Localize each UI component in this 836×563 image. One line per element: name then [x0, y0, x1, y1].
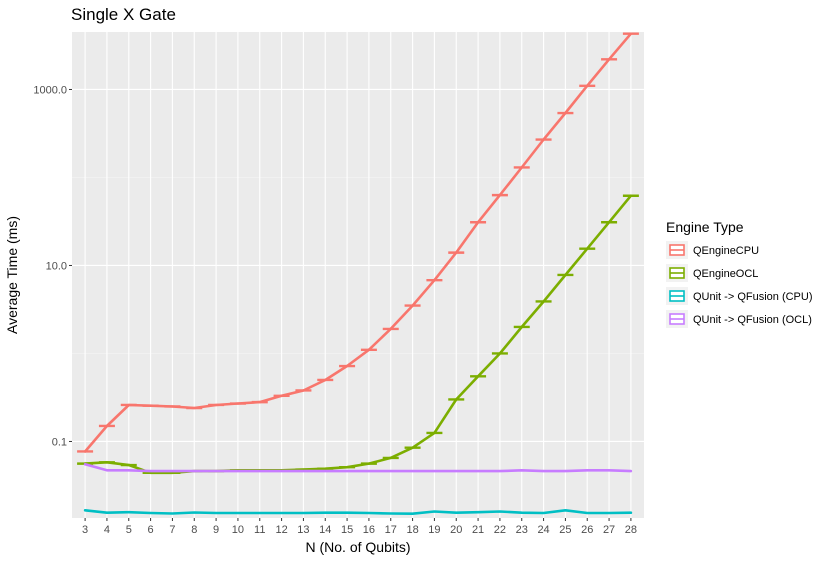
series-2 — [83, 508, 633, 516]
y-tick-label: 10.0 — [46, 260, 67, 272]
series-3 — [83, 462, 633, 473]
x-tick-label: 11 — [254, 524, 265, 536]
x-tick-label: 4 — [104, 524, 110, 536]
series-0 — [77, 32, 639, 453]
legend-label: QEngineOCL — [693, 268, 758, 280]
legend-label: QEngineCPU — [693, 245, 759, 257]
y-axis-title: Average Time (ms) — [4, 216, 20, 334]
x-tick-label: 17 — [385, 524, 397, 536]
x-tick-label: 27 — [603, 524, 615, 536]
y-tick-label: 0.1 — [52, 436, 67, 448]
x-tick-label: 8 — [191, 524, 197, 536]
x-tick-label: 9 — [213, 524, 219, 536]
x-tick-label: 3 — [82, 524, 88, 536]
x-tick-label: 13 — [297, 524, 309, 536]
legend-item: QUnit -> QFusion (OCL) — [666, 310, 812, 328]
x-tick-label: 7 — [169, 524, 175, 536]
x-axis: 3 4 5 6 7 8 9 10 11 12 13 14 15 16 17 18 19 20 21 22 23 24 25 2… — [82, 518, 637, 536]
x-tick-label: 16 — [363, 524, 375, 536]
grid-major — [72, 32, 644, 518]
series-layer — [77, 32, 639, 516]
legend-item: QEngineOCL — [666, 264, 758, 282]
legend: Engine Type QEngineCPU QEngineOCL QUnit ->… — [666, 219, 813, 328]
x-tick-label: 14 — [319, 524, 331, 536]
y-tick-label: 1000.0 — [33, 84, 67, 96]
legend-item: QUnit -> QFusion (CPU) — [666, 287, 813, 305]
x-tick-label: 26 — [581, 524, 593, 536]
x-tick-label: 18 — [406, 524, 418, 536]
x-tick-label: 20 — [450, 524, 462, 536]
x-tick-label: 22 — [494, 524, 506, 536]
x-axis-title: N (No. of Qubits) — [305, 539, 410, 555]
series-line — [83, 462, 633, 473]
plot-panel — [72, 32, 644, 518]
legend-item: QEngineCPU — [666, 241, 759, 259]
x-tick-label: 24 — [537, 524, 549, 536]
legend-label: QUnit -> QFusion (CPU) — [693, 291, 813, 303]
legend-label: QUnit -> QFusion (OCL) — [693, 314, 812, 326]
x-tick-label: 15 — [341, 524, 353, 536]
x-tick-label: 12 — [275, 524, 287, 536]
grid-minor — [72, 177, 644, 354]
x-tick-label: 5 — [126, 524, 132, 536]
chart-title: Single X Gate — [71, 5, 176, 24]
legend-title: Engine Type — [666, 219, 744, 235]
x-tick-label: 6 — [148, 524, 154, 536]
y-axis: 0.1 10.0 1000.0 — [33, 84, 72, 448]
x-tick-label: 21 — [472, 524, 484, 536]
x-tick-label: 28 — [625, 524, 637, 536]
x-tick-label: 23 — [516, 524, 528, 536]
x-tick-label: 19 — [428, 524, 440, 536]
x-tick-label: 10 — [232, 524, 244, 536]
series-line — [83, 508, 633, 516]
x-tick-label: 25 — [559, 524, 571, 536]
